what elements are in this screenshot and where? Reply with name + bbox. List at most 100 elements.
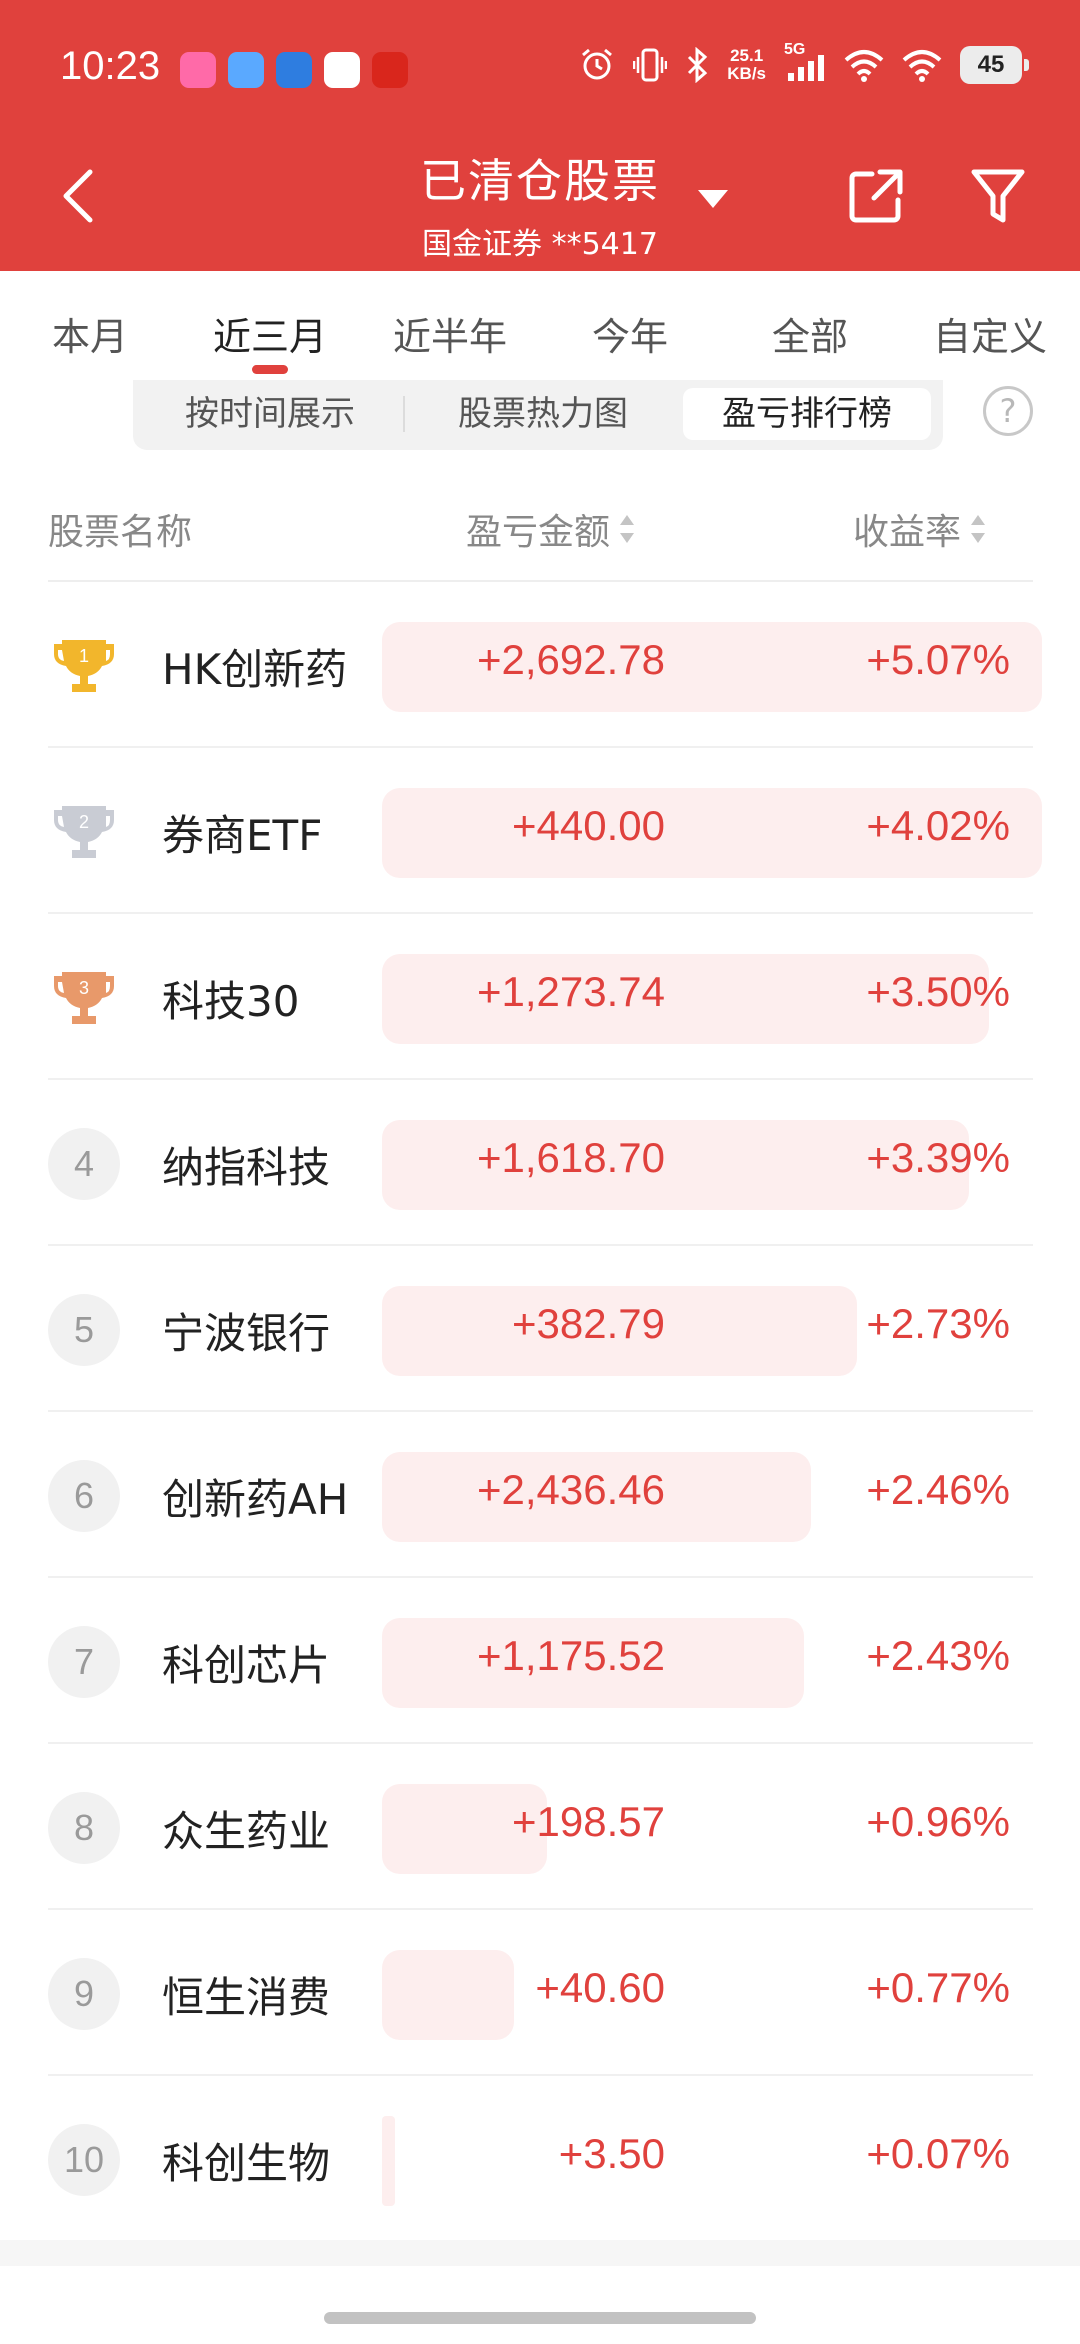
ranking-row[interactable]: 2 券商ETF +440.00 +4.02% xyxy=(0,748,1080,914)
profit-amount: +2,692.78 xyxy=(477,636,665,684)
svg-text:2: 2 xyxy=(79,812,89,832)
return-rate: +5.07% xyxy=(866,636,1010,684)
return-rate: +2.73% xyxy=(866,1300,1010,1348)
stock-name: 众生药业 xyxy=(162,1798,330,1859)
seg-by-time[interactable]: 按时间展示 xyxy=(145,388,395,440)
return-rate: +4.02% xyxy=(866,802,1010,850)
return-rate: +3.50% xyxy=(866,968,1010,1016)
profit-bar xyxy=(382,1950,514,2040)
wifi-icon xyxy=(844,48,884,82)
alarm-icon xyxy=(579,47,615,83)
svg-text:1: 1 xyxy=(79,646,89,666)
stock-name: 科创芯片 xyxy=(162,1632,330,1693)
ranking-row[interactable]: 1 HK创新药 +2,692.78 +5.07% xyxy=(0,582,1080,748)
tab-this-month[interactable]: 本月 xyxy=(52,306,128,361)
caret-down-icon[interactable] xyxy=(696,188,730,210)
help-icon[interactable]: ? xyxy=(983,386,1033,436)
rank-badge: 4 xyxy=(48,1128,120,1200)
stock-name: 券商ETF xyxy=(162,802,322,863)
seg-divider xyxy=(403,396,405,432)
stock-name: 纳指科技 xyxy=(162,1134,330,1195)
app-notification-icon xyxy=(372,52,408,88)
profit-amount: +1,175.52 xyxy=(477,1632,665,1680)
tab-custom[interactable]: 自定义 xyxy=(933,306,1047,361)
battery-indicator: 45 xyxy=(960,46,1022,84)
column-rate-label: 收益率 xyxy=(853,503,961,555)
tab-three-months[interactable]: 近三月 xyxy=(213,306,327,361)
vibrate-icon xyxy=(633,47,667,83)
bronze-trophy-icon: 3 xyxy=(48,962,120,1034)
ranking-row[interactable]: 8 众生药业 +198.57 +0.96% xyxy=(0,1744,1080,1910)
ranking-row[interactable]: 5 宁波银行 +382.79 +2.73% xyxy=(0,1246,1080,1412)
profit-amount: +382.79 xyxy=(512,1300,665,1348)
period-tabs: 本月 近三月 近半年 今年 全部 自定义 xyxy=(0,290,1080,370)
column-header-name: 股票名称 xyxy=(48,503,192,555)
return-rate: +2.43% xyxy=(866,1632,1010,1680)
ranking-row[interactable]: 6 创新药AH +2,436.46 +2.46% xyxy=(0,1412,1080,1578)
tab-half-year[interactable]: 近半年 xyxy=(393,306,507,361)
rank-badge: 7 xyxy=(48,1626,120,1698)
sort-icon xyxy=(618,513,636,545)
tab-this-year[interactable]: 今年 xyxy=(592,306,668,361)
profit-amount: +40.60 xyxy=(535,1964,665,2012)
app-notification-icon xyxy=(228,52,264,88)
seg-heatmap[interactable]: 股票热力图 xyxy=(413,388,673,440)
net-speed: 25.1 KB/s xyxy=(727,47,766,83)
profit-bar xyxy=(382,2116,395,2206)
gold-trophy-icon: 1 xyxy=(48,630,120,702)
status-bar: 10:23 25.1 KB/s xyxy=(0,0,1080,135)
profit-amount: +1,273.74 xyxy=(477,968,665,1016)
net-speed-unit: KB/s xyxy=(727,65,766,83)
page-title: 已清仓股票 xyxy=(420,145,660,211)
stock-name: HK创新药 xyxy=(162,636,347,697)
app-notification-icon xyxy=(276,52,312,88)
silver-trophy-icon: 2 xyxy=(48,796,120,868)
profit-amount: +1,618.70 xyxy=(477,1134,665,1182)
tab-all[interactable]: 全部 xyxy=(772,306,848,361)
column-name-label: 股票名称 xyxy=(48,503,192,555)
ranking-row[interactable]: 4 纳指科技 +1,618.70 +3.39% xyxy=(0,1080,1080,1246)
return-rate: +0.77% xyxy=(866,1964,1010,2012)
return-rate: +0.07% xyxy=(866,2130,1010,2178)
list-footer xyxy=(0,2240,1080,2266)
active-tab-indicator xyxy=(252,365,288,374)
sort-icon xyxy=(969,513,987,545)
ranking-row[interactable]: 7 科创芯片 +1,175.52 +2.43% xyxy=(0,1578,1080,1744)
title-block[interactable]: 已清仓股票 国金证券 **5417 xyxy=(0,145,1080,263)
profit-amount: +440.00 xyxy=(512,802,665,850)
view-segmented-control: 按时间展示 股票热力图 盈亏排行榜 xyxy=(133,380,943,450)
profit-amount: +3.50 xyxy=(559,2130,665,2178)
share-icon[interactable] xyxy=(846,166,906,226)
column-amount-label: 盈亏金额 xyxy=(466,503,610,555)
stock-name: 宁波银行 xyxy=(162,1300,330,1361)
rank-badge: 10 xyxy=(48,2124,120,2196)
stock-name: 科创生物 xyxy=(162,2130,330,2191)
stock-name: 恒生消费 xyxy=(162,1964,330,2025)
rank-badge: 9 xyxy=(48,1958,120,2030)
return-rate: +3.39% xyxy=(866,1134,1010,1182)
ranking-row[interactable]: 9 恒生消费 +40.60 +0.77% xyxy=(0,1910,1080,2076)
column-header-rate[interactable]: 收益率 xyxy=(853,503,987,555)
ranking-row[interactable]: 3 科技30 +1,273.74 +3.50% xyxy=(0,914,1080,1080)
status-right: 25.1 KB/s 5G xyxy=(579,46,1022,84)
rank-badge: 6 xyxy=(48,1460,120,1532)
profit-amount: +2,436.46 xyxy=(477,1466,665,1514)
net-speed-value: 25.1 xyxy=(727,47,766,65)
ranking-row[interactable]: 10 科创生物 +3.50 +0.07% xyxy=(0,2076,1080,2242)
filter-icon[interactable] xyxy=(970,166,1026,226)
stock-name: 科技30 xyxy=(162,968,299,1029)
return-rate: +2.46% xyxy=(866,1466,1010,1514)
status-time: 10:23 xyxy=(60,44,160,89)
bluetooth-icon xyxy=(685,47,709,83)
signal-icon: 5G xyxy=(784,47,826,83)
column-header-amount[interactable]: 盈亏金额 xyxy=(466,503,636,555)
rank-badge: 5 xyxy=(48,1294,120,1366)
rank-badge: 8 xyxy=(48,1792,120,1864)
notification-app-icons xyxy=(180,52,408,88)
account-subtitle: 国金证券 **5417 xyxy=(0,219,1080,263)
return-rate: +0.96% xyxy=(866,1798,1010,1846)
profit-amount: +198.57 xyxy=(512,1798,665,1846)
svg-text:3: 3 xyxy=(79,978,89,998)
seg-ranking[interactable]: 盈亏排行榜 xyxy=(683,388,931,440)
home-indicator[interactable] xyxy=(324,2312,756,2324)
